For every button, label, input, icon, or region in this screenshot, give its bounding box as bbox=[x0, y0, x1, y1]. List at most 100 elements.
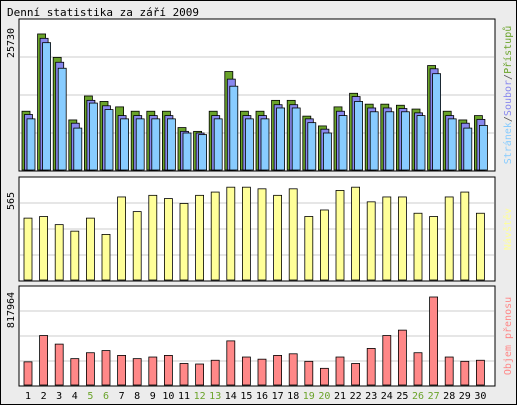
bar-strnek-day-25 bbox=[400, 111, 410, 171]
bar-day-16 bbox=[257, 358, 267, 386]
bar-day-10 bbox=[163, 355, 173, 386]
bar-day-18 bbox=[288, 188, 298, 281]
bar-day-1 bbox=[23, 361, 33, 386]
panel-top: 25730 Stránek/Soubor/Přístupů bbox=[6, 18, 514, 172]
bar-day-14 bbox=[226, 340, 236, 386]
bar-day-28 bbox=[444, 196, 454, 281]
bar-strnek-day-5 bbox=[89, 102, 98, 171]
bar-day-17 bbox=[273, 355, 283, 386]
x-tick-label: 20 bbox=[318, 391, 330, 402]
max-value-label: 817964 bbox=[6, 292, 17, 328]
bar-day-23 bbox=[366, 201, 376, 281]
bar-strnek-day-30 bbox=[478, 124, 488, 171]
bar-day-11 bbox=[179, 203, 189, 281]
legend-part: Přístupů bbox=[502, 26, 514, 74]
bar-day-14 bbox=[226, 186, 236, 281]
x-tick-label: 3 bbox=[56, 391, 62, 402]
x-axis-labels: 1 2 3 4 5 6 7 8 9 10 11 12 13 14 15 16 17 18 19 20 21 22 23 24 2… bbox=[25, 391, 486, 402]
bar-day-17 bbox=[273, 194, 283, 281]
bar-day-8 bbox=[132, 211, 142, 281]
bar-day-2 bbox=[39, 335, 48, 386]
bar-day-18 bbox=[288, 353, 298, 386]
x-tick-label: 11 bbox=[178, 391, 190, 402]
bar-day-12 bbox=[195, 194, 205, 281]
x-tick-label: 23 bbox=[365, 391, 377, 402]
x-tick-label: 22 bbox=[350, 391, 362, 402]
bar-day-24 bbox=[382, 335, 392, 386]
bar-strnek-day-27 bbox=[432, 73, 442, 171]
bar-strnek-day-6 bbox=[104, 109, 114, 171]
bar-day-2 bbox=[39, 216, 48, 281]
legend-part: / bbox=[503, 74, 514, 80]
bar-strnek-day-12 bbox=[198, 134, 208, 171]
bar-day-29 bbox=[460, 191, 470, 281]
x-tick-label: 14 bbox=[225, 391, 237, 402]
bar-day-22 bbox=[351, 363, 361, 386]
bar-day-12 bbox=[195, 363, 205, 386]
series-legend-label: Návštěv bbox=[502, 208, 514, 250]
bar-day-15 bbox=[241, 186, 251, 281]
bar-day-23 bbox=[366, 348, 376, 386]
bar-strnek-day-10 bbox=[166, 118, 176, 171]
x-tick-label: 10 bbox=[162, 391, 174, 402]
bar-strnek-day-2 bbox=[42, 42, 51, 171]
series-legend-label: Stránek/Soubor/Přístupů bbox=[502, 26, 514, 165]
chart-title: Denní statistika za září 2009 bbox=[7, 6, 199, 19]
bar-day-5 bbox=[86, 217, 95, 281]
bar-strnek-day-3 bbox=[57, 67, 67, 171]
bar-day-6 bbox=[101, 350, 111, 386]
bar-day-4 bbox=[70, 358, 80, 386]
x-tick-label: 9 bbox=[150, 391, 156, 402]
bar-day-22 bbox=[351, 186, 361, 281]
bar-strnek-day-9 bbox=[151, 118, 161, 171]
bar-day-1 bbox=[23, 217, 33, 281]
bar-day-28 bbox=[444, 356, 454, 386]
max-value-label: 565 bbox=[6, 192, 17, 210]
x-tick-label: 6 bbox=[103, 391, 109, 402]
bar-day-5 bbox=[86, 352, 95, 386]
bar-strnek-day-21 bbox=[338, 115, 348, 171]
bar-day-3 bbox=[54, 224, 64, 281]
x-tick-label: 13 bbox=[209, 391, 221, 402]
bar-day-19 bbox=[304, 360, 314, 386]
bar-day-4 bbox=[70, 230, 80, 281]
bar-day-7 bbox=[117, 196, 126, 281]
bar-day-27 bbox=[429, 296, 439, 386]
series-legend-label: Objem přenosu bbox=[502, 297, 514, 375]
bar-strnek-day-13 bbox=[213, 118, 223, 171]
bar-strnek-day-16 bbox=[260, 118, 270, 171]
bar-day-21 bbox=[335, 356, 345, 386]
bar-day-9 bbox=[148, 194, 158, 281]
bar-day-24 bbox=[382, 196, 392, 281]
bar-strnek-day-1 bbox=[26, 118, 36, 171]
x-tick-label: 25 bbox=[396, 391, 408, 402]
bar-day-9 bbox=[148, 356, 158, 386]
x-tick-label: 19 bbox=[303, 391, 315, 402]
legend-part: Soubor bbox=[503, 80, 514, 116]
bar-day-10 bbox=[163, 198, 173, 281]
x-tick-label: 15 bbox=[240, 391, 252, 402]
x-tick-label: 2 bbox=[41, 391, 47, 402]
bar-strnek-day-18 bbox=[291, 107, 301, 171]
bar-day-15 bbox=[241, 356, 251, 386]
bar-day-3 bbox=[54, 343, 64, 386]
panel-middle: 565 Návštěv bbox=[6, 176, 514, 282]
x-tick-label: 7 bbox=[119, 391, 125, 402]
bar-day-19 bbox=[304, 216, 314, 281]
bar-day-6 bbox=[101, 234, 111, 281]
x-tick-label: 1 bbox=[25, 391, 31, 402]
x-tick-label: 5 bbox=[87, 391, 93, 402]
bar-day-27 bbox=[429, 216, 439, 281]
bar-strnek-day-7 bbox=[120, 118, 129, 171]
bar-day-30 bbox=[475, 359, 485, 386]
bar-strnek-day-26 bbox=[416, 115, 426, 171]
bar-strnek-day-15 bbox=[244, 118, 254, 171]
max-value-label: 25730 bbox=[6, 28, 17, 58]
x-tick-label: 21 bbox=[334, 391, 346, 402]
bar-strnek-day-17 bbox=[276, 107, 286, 171]
bar-day-8 bbox=[132, 358, 142, 386]
bar-day-25 bbox=[397, 196, 407, 281]
bar-day-7 bbox=[117, 355, 126, 386]
bar-day-26 bbox=[413, 352, 423, 386]
